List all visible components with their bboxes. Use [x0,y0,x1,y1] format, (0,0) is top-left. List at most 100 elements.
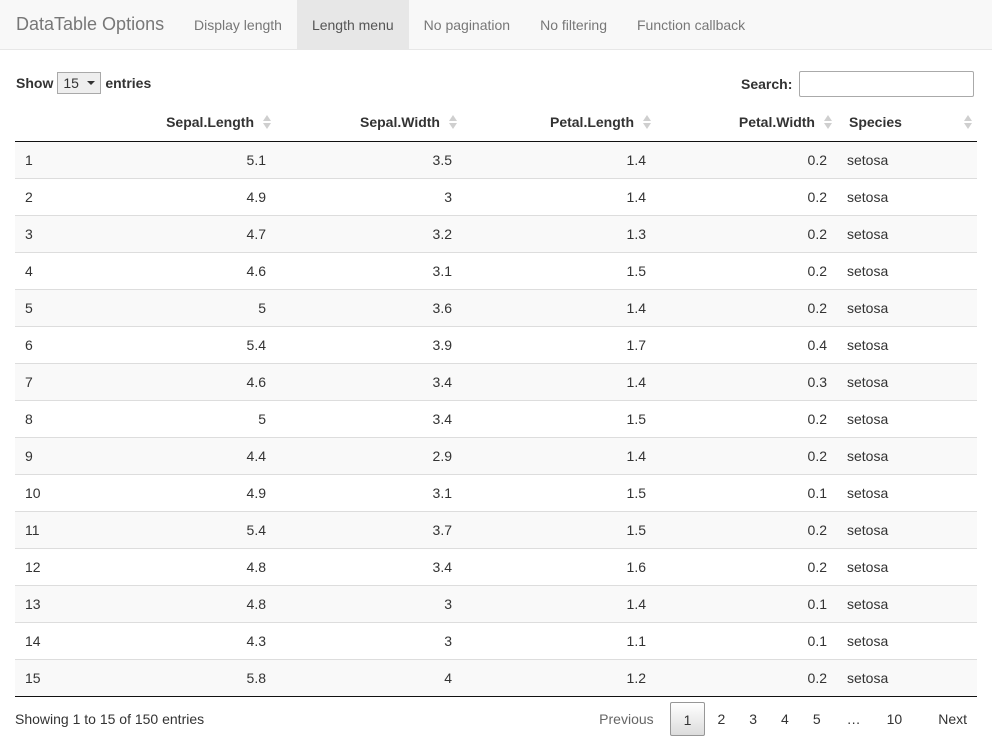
sepal-width-cell: 3.4 [276,399,462,437]
sepal-length-cell: 4.6 [119,251,276,289]
length-select[interactable]: 15 [57,72,102,94]
petal-width-cell: 0.2 [656,436,837,474]
petal-width-cell: 0.2 [656,141,837,178]
species-cell: setosa [837,214,977,252]
sepal-width-cell: 3.7 [276,510,462,548]
table-row: 3 4.7 3.2 1.3 0.2 setosa [15,214,977,252]
sepal-length-cell: 4.4 [119,436,276,474]
species-cell: setosa [837,473,977,511]
table-row: 1 5.1 3.5 1.4 0.2 setosa [15,141,977,178]
sepal-width-cell: 3 [276,621,462,659]
page-button-3[interactable]: 3 [749,711,758,727]
petal-length-cell: 1.4 [462,141,656,178]
previous-button[interactable]: Previous [599,711,654,727]
species-cell: setosa [837,362,977,400]
tab-function-callback[interactable]: Function callback [637,17,746,33]
table-row: 5 5 3.6 1.4 0.2 setosa [15,288,977,326]
navbar-tabs: Display length Length menu No pagination… [179,0,760,50]
page-button-1[interactable]: 1 [669,702,706,736]
species-cell: setosa [837,177,977,215]
tab-no-filtering[interactable]: No filtering [540,17,607,33]
petal-length-cell: 1.1 [462,621,656,659]
table-row: 7 4.6 3.4 1.4 0.3 setosa [15,362,977,400]
page-button-5[interactable]: 5 [812,711,821,727]
column-header-label: Sepal.Width [360,114,440,131]
petal-width-cell: 0.4 [656,325,837,363]
page-button-10[interactable]: 10 [886,711,903,727]
petal-length-cell: 1.4 [462,584,656,622]
sepal-width-cell: 3.4 [276,362,462,400]
data-table: Sepal.Length Sepal.Width Petal.Length Pe… [15,104,977,697]
tab-no-pagination[interactable]: No pagination [423,17,511,33]
tab-length-menu[interactable]: Length menu [296,0,409,50]
sepal-width-cell: 3.9 [276,325,462,363]
table-row: 4 4.6 3.1 1.5 0.2 setosa [15,251,977,289]
species-cell: setosa [837,288,977,326]
petal-width-cell: 0.1 [656,584,837,622]
sepal-width-cell: 4 [276,658,462,697]
petal-length-cell: 1.5 [462,399,656,437]
petal-length-cell: 1.4 [462,362,656,400]
row-index-cell: 5 [15,288,119,326]
petal-length-cell: 1.6 [462,547,656,585]
length-control: Show 15 entries [16,72,151,94]
table-row: 6 5.4 3.9 1.7 0.4 setosa [15,325,977,363]
sort-icon [263,114,271,130]
tab-display-length[interactable]: Display length [194,17,282,33]
sepal-width-cell: 3.4 [276,547,462,585]
column-header-petal-length[interactable]: Petal.Length [462,104,656,142]
search-input[interactable] [799,71,975,97]
petal-width-cell: 0.3 [656,362,837,400]
column-header-petal-width[interactable]: Petal.Width [656,104,837,142]
row-index-cell: 4 [15,251,119,289]
sepal-length-cell: 5.4 [119,510,276,548]
sepal-length-cell: 5.1 [119,141,276,178]
sepal-width-cell: 3.5 [276,141,462,178]
species-cell: setosa [837,658,977,697]
sort-icon [643,114,651,130]
sort-icon [964,114,972,130]
species-cell: setosa [837,251,977,289]
column-header-label: Sepal.Length [166,114,254,131]
sepal-width-cell: 3 [276,584,462,622]
navbar-brand[interactable]: DataTable Options [16,14,165,34]
species-cell: setosa [837,547,977,585]
next-button[interactable]: Next [938,711,967,727]
sepal-width-cell: 3.6 [276,288,462,326]
table-row: 13 4.8 3 1.4 0.1 setosa [15,584,977,622]
sepal-length-cell: 5.8 [119,658,276,697]
search-label: Search: [741,76,793,92]
petal-width-cell: 0.1 [656,473,837,511]
sepal-length-cell: 4.6 [119,362,276,400]
sepal-length-cell: 4.8 [119,547,276,585]
sepal-length-cell: 5 [119,399,276,437]
row-index-cell: 2 [15,177,119,215]
column-header-species[interactable]: Species [837,104,977,142]
page-button-4[interactable]: 4 [781,711,789,727]
sepal-length-cell: 4.8 [119,584,276,622]
petal-length-cell: 1.4 [462,436,656,474]
species-cell: setosa [837,621,977,659]
table-body: 1 5.1 3.5 1.4 0.2 setosa 2 4.9 3 1.4 0.2 setosa 3 4.7… [15,141,977,697]
petal-length-cell: 1.7 [462,325,656,363]
table-row: 8 5 3.4 1.5 0.2 setosa [15,399,977,437]
table-row: 10 4.9 3.1 1.5 0.1 setosa [15,473,977,511]
sepal-length-cell: 4.9 [119,473,276,511]
petal-length-cell: 1.3 [462,214,656,252]
page-ellipsis: … [846,711,861,727]
sort-icon [449,114,457,130]
sepal-width-cell: 3 [276,177,462,215]
sepal-length-cell: 4.7 [119,214,276,252]
row-index-cell: 1 [15,141,119,178]
petal-width-cell: 0.2 [656,399,837,437]
petal-width-cell: 0.2 [656,177,837,215]
row-index-cell: 13 [15,584,119,622]
column-header-sepal-width[interactable]: Sepal.Width [276,104,462,142]
table-row: 11 5.4 3.7 1.5 0.2 setosa [15,510,977,548]
sepal-length-cell: 5 [119,288,276,326]
column-header-label: Petal.Width [738,114,815,131]
column-header-sepal-length[interactable]: Sepal.Length [119,104,276,142]
page-button-2[interactable]: 2 [717,711,726,727]
table-row: 2 4.9 3 1.4 0.2 setosa [15,177,977,215]
species-cell: setosa [837,325,977,363]
